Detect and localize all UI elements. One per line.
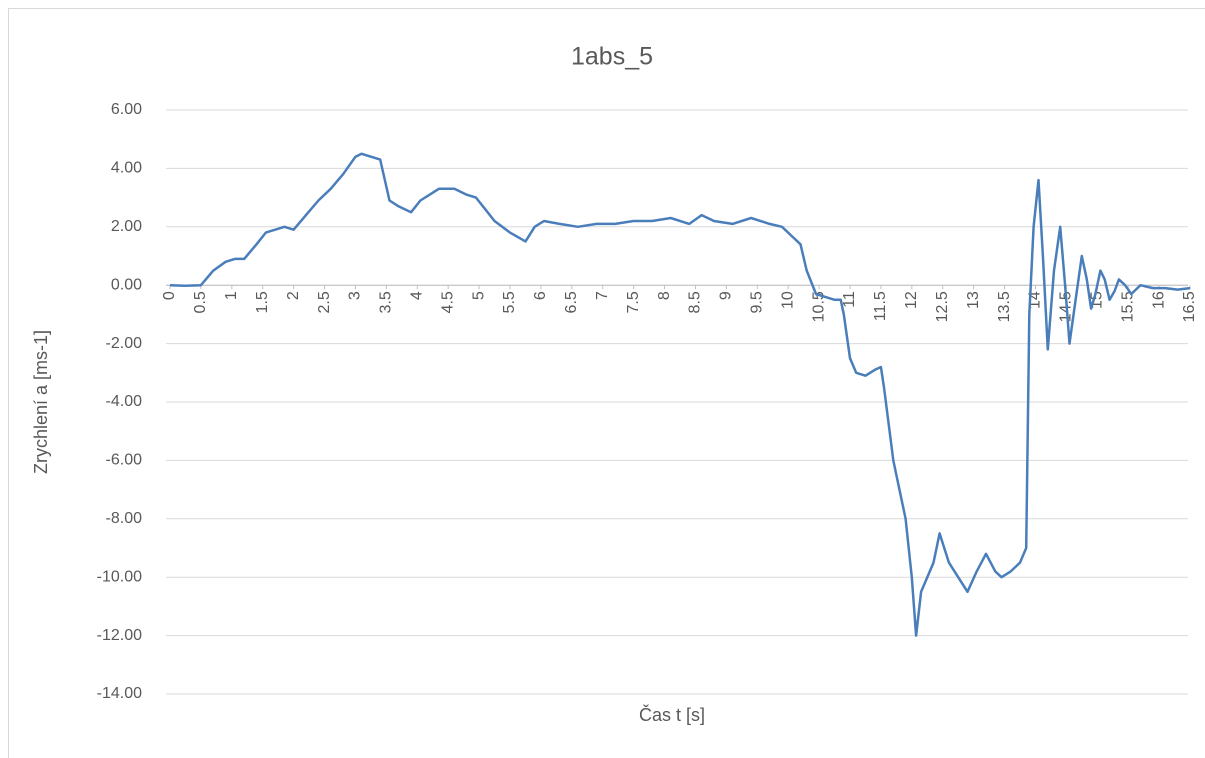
x-tick-label: 13.5 bbox=[996, 291, 1013, 322]
x-tick-label: 1 bbox=[223, 291, 240, 300]
x-tick-label: 0 bbox=[161, 291, 178, 300]
x-tick-label: 8.5 bbox=[687, 291, 704, 313]
y-tick-label: -10.00 bbox=[97, 568, 142, 585]
x-tick-label: 16 bbox=[1150, 291, 1167, 309]
x-tick-label: 2 bbox=[285, 291, 302, 300]
x-tick-label: 4 bbox=[408, 291, 425, 300]
x-tick-label: 10 bbox=[779, 291, 796, 309]
x-tick-label: 9.5 bbox=[748, 291, 765, 313]
x-tick-label: 11 bbox=[841, 291, 858, 308]
y-tick-label: -12.00 bbox=[97, 627, 142, 644]
x-tick-label: 2.5 bbox=[316, 291, 333, 313]
x-tick-label: 10.5 bbox=[810, 291, 827, 322]
x-tick-label: 16.5 bbox=[1181, 291, 1198, 322]
x-tick-label: 12 bbox=[903, 291, 920, 309]
y-tick-label: 0.00 bbox=[111, 276, 142, 293]
chart-title: 1abs_5 bbox=[571, 43, 653, 71]
x-tick-label: 12.5 bbox=[934, 291, 951, 322]
y-tick-label: -4.00 bbox=[106, 393, 143, 410]
x-tick-label: 7.5 bbox=[625, 291, 642, 313]
x-tick-label: 5 bbox=[470, 291, 487, 300]
x-tick-label: 6 bbox=[532, 291, 549, 300]
x-tick-label: 6.5 bbox=[563, 291, 580, 313]
x-tick-label: 8 bbox=[656, 291, 673, 300]
x-tick-label: 5.5 bbox=[501, 291, 518, 313]
x-tick-label: 3.5 bbox=[378, 291, 395, 313]
x-axis-title: Čas t [s] bbox=[639, 704, 705, 725]
y-tick-label: -14.00 bbox=[97, 685, 142, 702]
x-tick-label: 9 bbox=[718, 291, 735, 300]
y-tick-label: -6.00 bbox=[106, 452, 143, 469]
chart-frame bbox=[8, 8, 1205, 758]
y-tick-label: 4.00 bbox=[111, 160, 142, 177]
y-tick-label: -2.00 bbox=[106, 335, 143, 352]
y-tick-label: -8.00 bbox=[106, 510, 143, 527]
x-tick-label: 4.5 bbox=[439, 291, 456, 313]
data-line bbox=[169, 152, 1191, 637]
x-tick-label: 13 bbox=[965, 291, 982, 309]
x-tick-label: 0.5 bbox=[192, 291, 209, 313]
y-tick-label: 6.00 bbox=[111, 101, 142, 118]
y-tick-label: 2.00 bbox=[111, 218, 142, 235]
y-axis-title: Zrychlení a [ms-1] bbox=[31, 330, 51, 474]
x-tick-label: 7 bbox=[594, 291, 611, 300]
x-tick-label: 15.5 bbox=[1119, 291, 1136, 322]
x-tick-label: 11.5 bbox=[872, 291, 889, 321]
x-tick-label: 3 bbox=[347, 291, 364, 300]
x-tick-label: 1.5 bbox=[254, 291, 271, 313]
